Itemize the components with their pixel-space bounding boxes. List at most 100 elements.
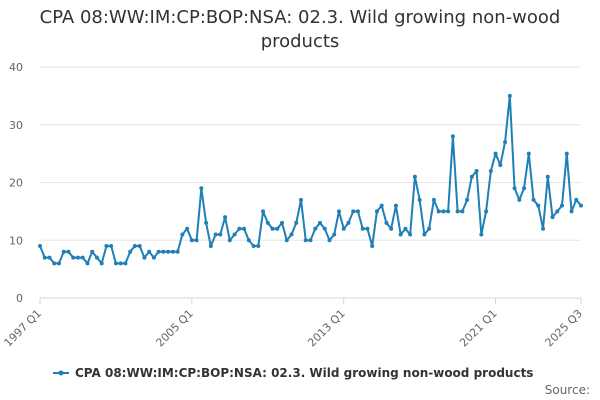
data-point[interactable] [175,249,180,254]
data-point[interactable] [113,261,118,266]
data-point[interactable] [450,134,455,139]
data-point[interactable] [38,244,42,249]
data-point[interactable] [180,232,185,237]
data-point[interactable] [365,226,370,231]
data-point[interactable] [574,197,579,202]
data-point[interactable] [147,249,152,254]
data-point[interactable] [303,238,308,243]
data-point[interactable] [341,226,346,231]
data-point[interactable] [355,209,360,214]
data-point[interactable] [80,255,85,260]
data-point[interactable] [142,255,147,260]
data-point[interactable] [479,232,484,237]
data-point[interactable] [398,232,403,237]
data-point[interactable] [360,226,365,231]
data-point[interactable] [379,203,384,208]
data-point[interactable] [189,238,194,243]
data-point[interactable] [47,255,52,260]
data-point[interactable] [151,255,156,260]
data-point[interactable] [156,249,161,254]
data-point[interactable] [569,209,574,214]
data-point[interactable] [431,197,436,202]
data-point[interactable] [488,168,493,173]
data-point[interactable] [336,209,341,214]
data-point[interactable] [294,220,299,225]
data-point[interactable] [446,209,451,214]
data-point[interactable] [85,261,90,266]
data-point[interactable] [132,244,137,249]
data-point[interactable] [242,226,247,231]
data-point[interactable] [579,203,583,208]
data-point[interactable] [427,226,432,231]
data-point[interactable] [545,174,550,179]
data-point[interactable] [308,238,313,243]
data-point[interactable] [166,249,171,254]
data-point[interactable] [246,238,251,243]
data-point[interactable] [541,226,546,231]
data-point[interactable] [99,261,104,266]
data-point[interactable] [522,186,527,191]
data-point[interactable] [389,226,394,231]
data-point[interactable] [270,226,275,231]
data-point[interactable] [370,244,375,249]
data-point[interactable] [455,209,460,214]
data-point[interactable] [469,174,474,179]
data-point[interactable] [536,203,541,208]
data-point[interactable] [512,186,517,191]
data-point[interactable] [417,197,422,202]
data-point[interactable] [517,197,522,202]
data-point[interactable] [460,209,465,214]
data-point[interactable] [137,244,142,249]
data-point[interactable] [474,168,479,173]
data-point[interactable] [56,261,61,266]
data-point[interactable] [374,209,379,214]
data-point[interactable] [526,151,531,156]
legend[interactable]: CPA 08:WW:IM:CP:BOP:NSA: 02.3. Wild grow… [53,366,533,380]
data-point[interactable] [104,244,109,249]
data-point[interactable] [170,249,175,254]
data-point[interactable] [199,186,204,191]
data-point[interactable] [208,244,213,249]
data-point[interactable] [118,261,123,266]
data-point[interactable] [61,249,66,254]
data-point[interactable] [185,226,190,231]
data-point[interactable] [351,209,356,214]
data-point[interactable] [109,244,114,249]
data-point[interactable] [261,209,266,214]
data-point[interactable] [346,220,351,225]
data-point[interactable] [265,220,270,225]
data-point[interactable] [327,238,332,243]
data-point[interactable] [299,197,304,202]
data-point[interactable] [403,226,408,231]
data-point[interactable] [393,203,398,208]
data-point[interactable] [71,255,76,260]
data-point[interactable] [227,238,232,243]
data-point[interactable] [408,232,413,237]
data-point[interactable] [251,244,256,249]
data-point[interactable] [493,151,498,156]
data-point[interactable] [218,232,223,237]
data-point[interactable] [322,226,327,231]
data-point[interactable] [289,232,294,237]
data-point[interactable] [498,163,503,168]
data-point[interactable] [232,232,237,237]
legend-item-label[interactable]: CPA 08:WW:IM:CP:BOP:NSA: 02.3. Wild grow… [75,366,533,380]
data-point[interactable] [422,232,427,237]
data-point[interactable] [237,226,242,231]
data-point[interactable] [94,255,99,260]
data-point[interactable] [123,261,128,266]
data-point[interactable] [550,215,555,220]
data-point[interactable] [317,220,322,225]
data-point[interactable] [275,226,280,231]
data-point[interactable] [531,197,536,202]
source-label[interactable]: Source: [544,383,590,397]
data-point[interactable] [503,140,508,145]
data-point[interactable] [507,93,512,98]
data-point[interactable] [256,244,261,249]
data-point[interactable] [555,209,560,214]
data-point[interactable] [52,261,57,266]
data-point[interactable] [560,203,565,208]
data-point[interactable] [75,255,80,260]
data-point[interactable] [128,249,133,254]
data-point[interactable] [412,174,417,179]
